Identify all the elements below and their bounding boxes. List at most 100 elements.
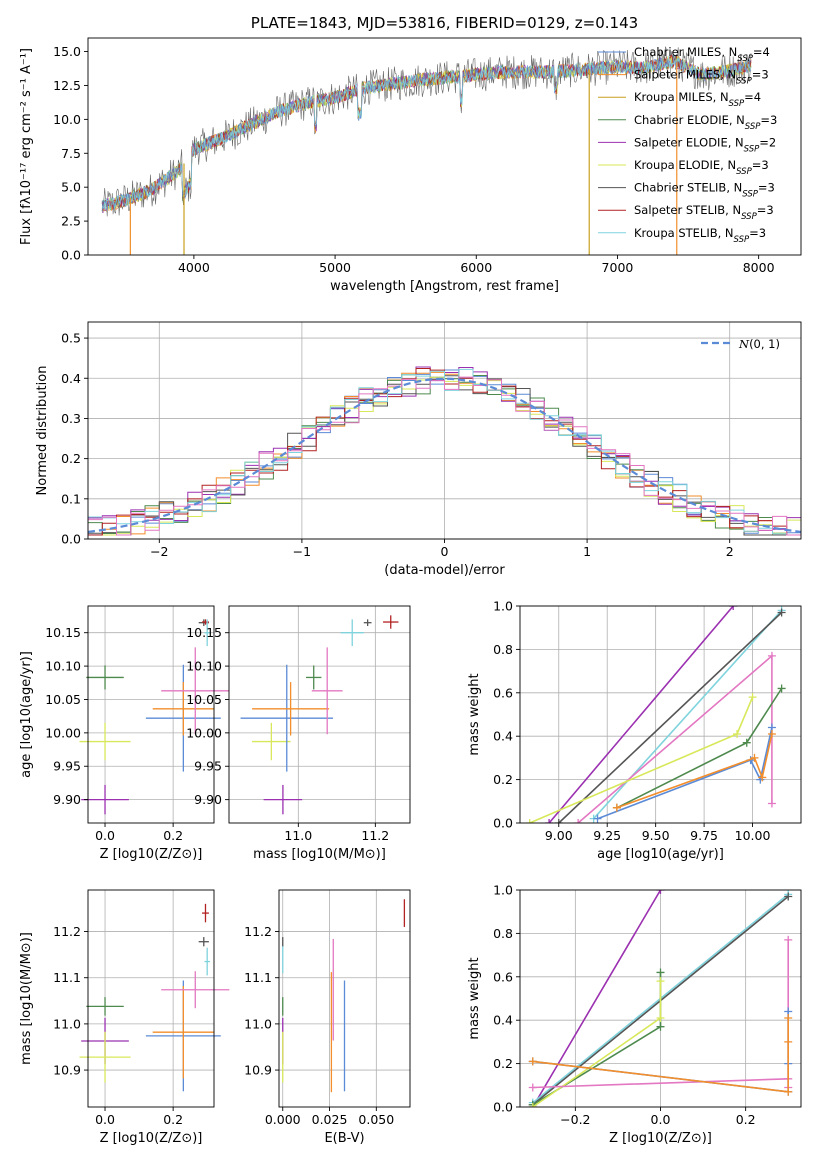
marker-plus [742,738,751,747]
y-tick-label: 10.05 [45,692,81,707]
y-tick-label: 9.95 [53,759,81,774]
legend-entry: Salpeter MILES, NSSP=3 [634,68,769,87]
y-tick-label: 0.0 [61,532,81,547]
x-tick-label: 0 [441,544,449,559]
spectrum-lines [101,46,752,255]
y-tick-label: 15.0 [53,44,81,59]
y-tick-label: 0.2 [493,1056,513,1071]
y-axis-label: mass weight [467,673,482,755]
errorbar-point [263,784,303,815]
x-axis-label: (data-model)/error [384,563,505,578]
y-tick-label: 0.6 [493,969,513,984]
x-tick-label: 0.0 [651,1112,671,1127]
marker-plus [729,606,738,610]
legend-entry: Chabrier STELIB, NSSP=3 [634,181,775,200]
y-tick-label: 0.2 [493,772,513,787]
errorbar-point [79,1031,131,1083]
y-tick-label: 0.3 [61,411,81,426]
y-tick-label: 10.9 [244,1063,272,1078]
series-chabrier_stelib [558,611,783,823]
marker-plus [656,890,665,894]
normal-curve [87,377,802,534]
y-tick-label: 11.1 [53,970,81,985]
marker-plus [554,819,563,823]
x-tick-label: 11.0 [284,828,312,843]
y-axis-label: age [log10(age/yr)] [19,651,34,778]
x-axis-label: Z [log10(Z/Z⊙)] [100,1131,203,1146]
gridlines [88,322,801,540]
y-tick-label: 5.0 [61,180,81,195]
panel-residuals: N(0, 1) −2 −1 0 1 2 0.0 0.1 0.2 0.3 0.4 0.5 (data-mo… [35,321,802,578]
errorbar-point [306,665,322,690]
errorbar-point [198,937,209,947]
marker-plus [767,651,776,660]
legend-entry: Kroupa STELIB, NSSP=3 [634,226,766,245]
errorbar-point [202,619,209,625]
x-tick-label: −2 [150,544,168,559]
marker-plus [656,977,665,986]
y-tick-label: 1.0 [493,599,513,614]
legend-entry: Salpeter STELIB, NSSP=3 [634,203,774,222]
marker-plus [528,1057,537,1066]
errorbar-point [161,971,230,1009]
errorbars [79,619,230,815]
marker-plus [777,608,786,617]
marker-plus [750,753,759,762]
x-tick-label: −0.2 [560,1112,590,1127]
y-axis-label: Normed distribution [35,366,50,496]
marker-plus [656,1022,665,1031]
legend-entry: Chabrier ELODIE, NSSP=3 [634,113,777,132]
x-tick-label: 0.0 [95,1112,115,1127]
gridlines [88,606,214,823]
y-tick-label: 10.0 [53,112,81,127]
y-tick-label: 7.5 [61,146,81,161]
marker-plus [528,1083,537,1092]
y-tick-label: 0.0 [493,816,513,831]
axes-frame [87,889,215,1108]
y-tick-label: 0.1 [61,491,81,506]
x-tick-label: 1 [583,544,591,559]
panel-mass_vs_ebv: 0.000 0.025 0.050 10.9 11.0 11.1 11.2 E(B-V) [244,889,411,1146]
x-tick-label: 4000 [178,260,210,275]
x-tick-label: 0.025 [312,1112,348,1127]
panel-age_vs_mass: 11.0 11.2 9.90 9.95 10.00 10.05 10.10 10.15 mass… [186,605,411,862]
axes-frame [228,605,411,824]
y-tick-label: 0.0 [493,1100,513,1115]
y-tick-label: 10.15 [45,625,81,640]
y-tick-label: 9.95 [194,759,222,774]
marker-plus [733,730,742,739]
errorbar-point [311,647,343,735]
errorbar-point [240,664,333,772]
x-tick-label: 0.050 [358,1112,394,1127]
x-tick-label: 0.2 [163,1112,183,1127]
marker-plus [784,1014,793,1023]
panel-age_vs_Z: 0.0 0.2 9.90 9.95 10.00 10.05 10.10 10.15 Z [log… [19,605,230,862]
gridlines [229,606,410,823]
y-tick-label: 11.0 [244,1016,272,1031]
marker-plus [784,935,793,944]
marker-plus [777,684,786,693]
x-axis-label: E(B-V) [324,1131,364,1146]
y-tick-label: 0.4 [493,729,513,744]
axes-frame [87,37,802,256]
x-axis-label: mass [log10(M/M⊙)] [253,847,386,862]
x-tick-label: 10.00 [735,828,771,843]
x-tick-label: 0.000 [265,1112,301,1127]
gridlines [520,605,801,824]
x-tick-label: 8000 [743,260,775,275]
marker-plus [767,730,776,739]
x-tick-label: 7000 [602,260,634,275]
errorbar-point [252,722,291,761]
y-axis-label: Flux [fλ10⁻¹⁷ erg cm⁻² s⁻¹ A⁻¹] [19,48,34,245]
y-tick-label: 0.4 [61,371,81,386]
series-salpeter_miles [616,733,773,809]
y-tick-label: 0.2 [61,451,81,466]
y-tick-label: 10.9 [53,1063,81,1078]
y-tick-label: 0.0 [61,248,81,263]
y-tick-label: 12.5 [53,78,81,93]
series-chabrier_elodie [616,688,783,809]
errorbar-point [204,619,210,647]
marker-plus [593,814,602,823]
y-axis-label: mass [log10(M/M⊙)] [19,932,34,1065]
y-tick-label: 9.90 [194,792,222,807]
